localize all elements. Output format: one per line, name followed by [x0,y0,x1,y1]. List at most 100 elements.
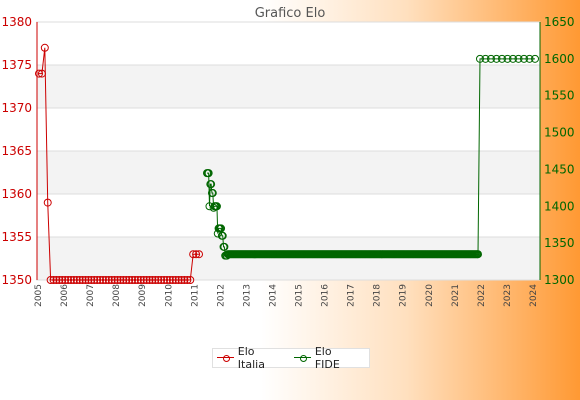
right-tick-label: 1650 [544,15,575,29]
x-tick-label: 2010 [164,284,174,307]
x-tick-label: 2018 [373,284,383,307]
point-elo-italia [142,276,151,284]
point-elo-italia [163,276,171,284]
x-tick-label: 2024 [529,284,539,307]
right-tick-label: 1500 [544,126,575,140]
point-elo-italia [119,276,128,284]
point-elo-italia [110,276,119,284]
point-elo-italia [101,276,110,284]
point-elo-fide [474,250,482,259]
point-elo-italia [61,276,70,284]
point-elo-fide [514,54,523,63]
grid-band [37,65,540,108]
point-elo-italia [52,276,61,284]
point-elo-fide [207,180,216,189]
legend-marker-icon [217,353,234,363]
series-elo-fide [203,54,539,260]
x-tick-label: 2020 [425,284,435,307]
point-elo-italia [165,276,174,284]
legend: Elo Italia Elo FIDE [212,345,370,371]
point-elo-italia [136,276,145,284]
point-elo-italia [131,276,139,284]
point-elo-italia [171,276,180,284]
point-elo-italia [35,69,43,78]
left-axis: 1350 1355 1360 1365 1370 1375 1380 [1,15,38,287]
x-tick-label: 2008 [112,284,122,307]
legend-item-elo-italia[interactable]: Elo Italia [217,345,282,371]
chart-title: Grafico Elo [255,6,326,21]
point-elo-fide [531,54,539,63]
point-elo-fide [498,54,506,63]
point-elo-fide [487,54,495,63]
point-elo-italia [174,276,183,284]
point-elo-italia [43,198,52,207]
series-elo-italia [35,43,203,284]
grid-band [37,151,540,194]
point-elo-italia [84,276,93,284]
point-elo-fide [520,54,528,63]
x-tick-label: 2023 [503,284,513,307]
point-elo-italia [55,276,64,284]
x-tick-label: 2014 [268,284,278,307]
point-elo-italia [148,276,157,284]
point-elo-italia [40,43,49,52]
point-elo-fide [525,54,534,63]
x-tick-label: 2019 [399,284,409,307]
left-tick-label: 1380 [1,15,32,29]
left-tick-label: 1370 [1,101,32,115]
point-elo-italia [96,276,105,284]
left-tick-label: 1350 [1,273,32,287]
left-tick-label: 1360 [1,187,32,201]
legend-marker-icon [294,353,311,363]
point-elo-italia [87,276,96,284]
x-tick-label: 2021 [451,284,461,307]
left-tick-label: 1365 [1,144,32,158]
x-tick-label: 2016 [321,284,331,307]
x-tick-label: 2015 [295,284,305,307]
point-elo-italia [81,276,90,284]
right-tick-label: 1350 [544,236,575,250]
point-elo-italia [49,276,58,284]
left-tick-label: 1355 [1,230,32,244]
point-elo-italia [160,276,169,284]
x-tick-label: 2011 [190,284,200,307]
point-elo-fide [204,169,213,178]
point-elo-fide [509,54,517,63]
point-elo-fide [208,189,217,198]
point-elo-italia [128,276,137,284]
point-elo-italia [93,276,102,284]
legend-label: Elo Italia [237,345,265,371]
x-axis: 2005 2006 2007 2008 2009 2010 2011 2012 2013 2014… [34,284,539,307]
point-elo-fide [212,202,221,211]
point-elo-italia [58,276,67,284]
point-elo-italia [113,276,122,284]
point-elo-italia [154,276,163,284]
point-elo-italia [177,276,186,284]
right-tick-label: 1550 [544,89,575,103]
right-tick-label: 1300 [544,273,575,287]
left-tick-label: 1375 [1,58,32,72]
point-elo-italia [145,276,154,284]
x-tick-label: 2009 [138,284,148,307]
x-tick-label: 2022 [477,284,487,307]
point-elo-italia [168,276,177,284]
legend-item-elo-fide[interactable]: Elo FIDE [294,345,357,371]
point-elo-italia [72,276,81,284]
point-elo-italia [78,276,87,284]
point-elo-fide [220,242,229,251]
point-elo-italia [180,276,189,284]
point-elo-fide [481,54,490,63]
point-elo-italia [46,276,55,284]
point-elo-italia [186,276,195,284]
point-elo-italia [75,276,84,284]
point-elo-italia [37,69,46,78]
point-elo-fide [218,231,227,240]
legend-label: Elo FIDE [314,345,340,371]
point-elo-fide [476,54,484,63]
point-elo-italia [183,276,192,284]
right-tick-label: 1600 [544,52,575,66]
point-elo-italia [139,276,148,284]
point-elo-italia [107,276,116,284]
